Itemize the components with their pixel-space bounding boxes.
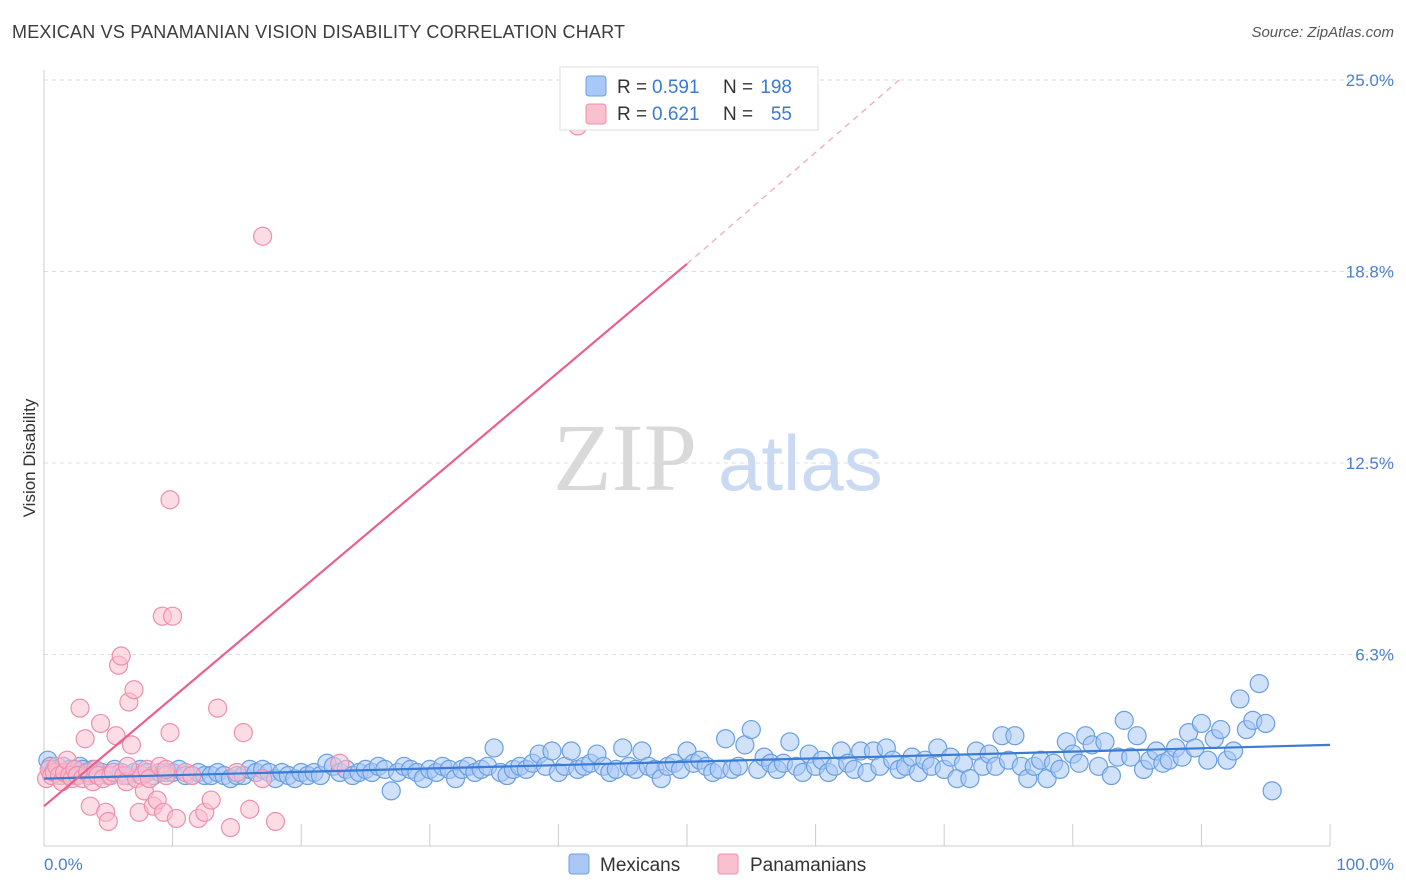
- y-tick-label-1: 12.5%: [1346, 454, 1394, 473]
- chart-title: MEXICAN VS PANAMANIAN VISION DISABILITY …: [12, 22, 626, 42]
- bottom-legend: Mexicans Panamanians: [568, 853, 866, 876]
- point-mexicans: [1256, 713, 1276, 734]
- point-mexicans: [715, 729, 736, 749]
- point-mexicans: [484, 738, 504, 758]
- point-panamanians: [70, 698, 90, 718]
- point-panamanians: [156, 759, 176, 780]
- point-panamanians: [208, 698, 228, 718]
- y-tick-label-2: 18.8%: [1346, 263, 1394, 282]
- point-mexicans: [1230, 689, 1250, 709]
- y-tick-label-3: 25.0%: [1346, 71, 1394, 90]
- point-panamanians: [220, 818, 241, 838]
- point-panamanians: [253, 226, 273, 246]
- legend-r-label-2: R =: [617, 104, 647, 125]
- point-mexicans: [1198, 750, 1218, 770]
- watermark-zip: ZIP: [553, 404, 697, 511]
- point-panamanians: [124, 680, 144, 700]
- bottom-legend-swatch-panamanians: [717, 853, 739, 875]
- bottom-legend-mexicans: Mexicans: [600, 855, 680, 876]
- series-panamanians: [36, 116, 588, 838]
- trend-lines: [43, 79, 1331, 808]
- trend-line-panamanians-extension: [686, 79, 900, 265]
- bottom-legend-panamanians: Panamanians: [750, 855, 866, 876]
- legend-n-label-2: N =: [723, 104, 753, 125]
- point-mexicans: [381, 781, 401, 801]
- point-mexicans: [542, 741, 562, 761]
- point-mexicans: [728, 756, 749, 776]
- point-mexicans: [1069, 753, 1089, 773]
- point-panamanians: [117, 756, 138, 776]
- legend-r-label-1: R =: [617, 77, 647, 98]
- point-panamanians: [240, 799, 260, 819]
- legend-n-label-1: N =: [723, 77, 753, 98]
- point-panamanians: [253, 768, 273, 789]
- point-mexicans: [960, 768, 980, 789]
- legend-swatch-panamanians: [585, 103, 607, 125]
- source-label: Source: ZipAtlas.com: [1251, 24, 1394, 41]
- point-mexicans: [1005, 726, 1025, 746]
- point-mexicans: [1249, 674, 1269, 694]
- point-mexicans: [741, 719, 761, 740]
- x-tick-max: 100.0%: [1336, 855, 1394, 874]
- legend-r-value-2: 0.621: [652, 104, 700, 125]
- point-panamanians: [121, 735, 142, 755]
- point-panamanians: [201, 790, 221, 810]
- trend-line-panamanians: [43, 262, 688, 808]
- x-tick-min: 0.0%: [44, 855, 83, 874]
- point-panamanians: [166, 808, 187, 829]
- legend-n-value-2: 55: [771, 104, 792, 125]
- y-axis-tick-labels: 6.3% 12.5% 18.8% 25.0%: [1346, 71, 1394, 665]
- x-axis-ticks: [172, 824, 1331, 846]
- series-mexicans: [38, 674, 1282, 801]
- legend-r-value-1: 0.591: [652, 77, 700, 98]
- point-mexicans: [1127, 726, 1147, 746]
- y-axis-label: Vision Disability: [20, 398, 39, 517]
- bottom-legend-swatch-mexicans: [568, 853, 590, 875]
- point-panamanians: [163, 606, 183, 626]
- legend-swatch-mexicans: [585, 75, 607, 97]
- point-mexicans: [1050, 759, 1070, 780]
- point-panamanians: [265, 811, 286, 832]
- point-panamanians: [75, 729, 95, 749]
- point-panamanians: [111, 646, 131, 666]
- point-mexicans: [613, 738, 633, 758]
- point-mexicans: [1262, 781, 1282, 801]
- trend-line-mexicans: [43, 743, 1331, 780]
- point-panamanians: [330, 753, 350, 773]
- point-mexicans: [561, 741, 581, 761]
- legend-n-value-1: 198: [760, 77, 792, 98]
- point-panamanians: [90, 713, 111, 734]
- point-panamanians: [233, 723, 253, 743]
- watermark-atlas: atlas: [718, 419, 883, 507]
- point-mexicans: [1211, 719, 1231, 740]
- y-tick-label-0: 6.3%: [1355, 646, 1394, 665]
- point-mexicans: [1095, 732, 1115, 752]
- point-mexicans: [1114, 710, 1134, 730]
- point-mexicans: [1223, 741, 1244, 761]
- point-mexicans: [780, 732, 800, 752]
- legend-box: R = 0.591 N = 198 R = 0.621 N = 55: [559, 66, 819, 131]
- point-panamanians: [160, 490, 180, 510]
- gridlines: [44, 79, 1394, 655]
- point-mexicans: [1121, 747, 1141, 767]
- point-panamanians: [98, 811, 118, 832]
- point-mexicans: [1191, 713, 1212, 734]
- point-mexicans: [1101, 765, 1121, 786]
- point-panamanians: [160, 723, 180, 743]
